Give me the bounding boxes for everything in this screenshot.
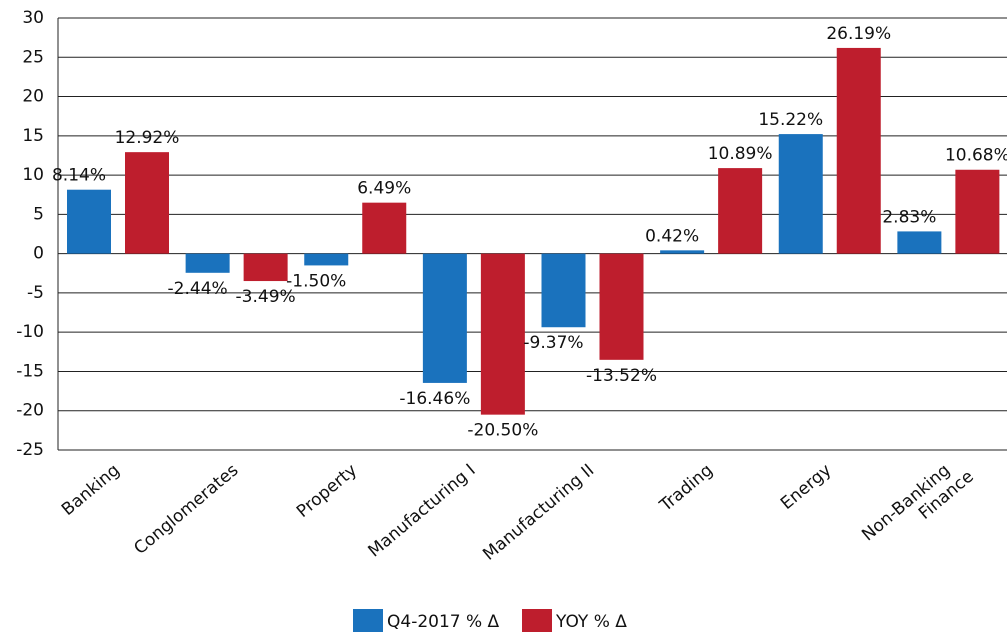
y-tick-label: 5 bbox=[33, 204, 44, 224]
bar bbox=[599, 253, 644, 360]
x-tick-label: Banking bbox=[58, 460, 124, 520]
y-tick-label: -20 bbox=[16, 401, 44, 421]
value-label: 26.19% bbox=[826, 24, 891, 44]
y-tick-label: -25 bbox=[16, 440, 44, 460]
x-tick-label: Manufacturing I bbox=[364, 460, 479, 561]
value-label: -3.49% bbox=[236, 287, 296, 307]
value-label: 8.14% bbox=[52, 166, 106, 186]
bar bbox=[778, 134, 823, 254]
value-label: -16.46% bbox=[399, 389, 470, 409]
legend-swatch bbox=[522, 609, 552, 632]
bar bbox=[125, 152, 169, 254]
x-tick-label: Manufacturing II bbox=[479, 460, 598, 564]
x-tick-label: Conglomerates bbox=[130, 460, 242, 559]
value-label: -20.50% bbox=[467, 421, 538, 441]
bar bbox=[304, 253, 349, 266]
value-label: 0.42% bbox=[645, 226, 699, 246]
value-label: 12.92% bbox=[115, 128, 180, 148]
legend-label: YOY % Δ bbox=[555, 612, 627, 632]
bar bbox=[897, 231, 942, 254]
value-label: -2.44% bbox=[168, 279, 228, 299]
bar bbox=[836, 47, 881, 254]
value-label: 10.68% bbox=[945, 146, 1007, 166]
bar bbox=[67, 189, 111, 254]
bar bbox=[955, 169, 1000, 254]
value-label: -1.50% bbox=[286, 271, 346, 291]
bar bbox=[660, 250, 705, 254]
y-tick-label: 15 bbox=[22, 126, 44, 146]
y-tick-label: 20 bbox=[22, 87, 44, 107]
x-tick-label: Trading bbox=[655, 460, 716, 516]
bar bbox=[185, 253, 230, 273]
y-tick-label: 0 bbox=[33, 244, 44, 264]
y-tick-label: 10 bbox=[22, 165, 44, 185]
bar bbox=[362, 202, 407, 254]
bar bbox=[480, 253, 525, 415]
legend-label: Q4-2017 % Δ bbox=[387, 612, 500, 632]
legend-swatch bbox=[353, 609, 383, 632]
y-tick-label: 25 bbox=[22, 47, 44, 67]
value-label: 15.22% bbox=[758, 110, 823, 130]
bar bbox=[422, 253, 467, 383]
bar bbox=[541, 253, 586, 328]
value-label: 6.49% bbox=[357, 179, 411, 199]
value-label: -9.37% bbox=[523, 333, 583, 353]
y-tick-label: -15 bbox=[16, 361, 44, 381]
y-tick-label: 30 bbox=[22, 8, 44, 28]
value-label: 2.83% bbox=[882, 207, 936, 227]
bar bbox=[718, 168, 763, 254]
x-tick-label: Energy bbox=[777, 460, 835, 514]
x-tick-label: Property bbox=[293, 460, 361, 522]
y-tick-label: -5 bbox=[27, 283, 44, 303]
bar bbox=[243, 253, 288, 282]
value-label: -13.52% bbox=[586, 366, 657, 386]
x-tick-label: Non-BankingFinance bbox=[858, 451, 977, 560]
y-tick-label: -10 bbox=[16, 322, 44, 342]
value-label: 10.89% bbox=[708, 144, 773, 164]
